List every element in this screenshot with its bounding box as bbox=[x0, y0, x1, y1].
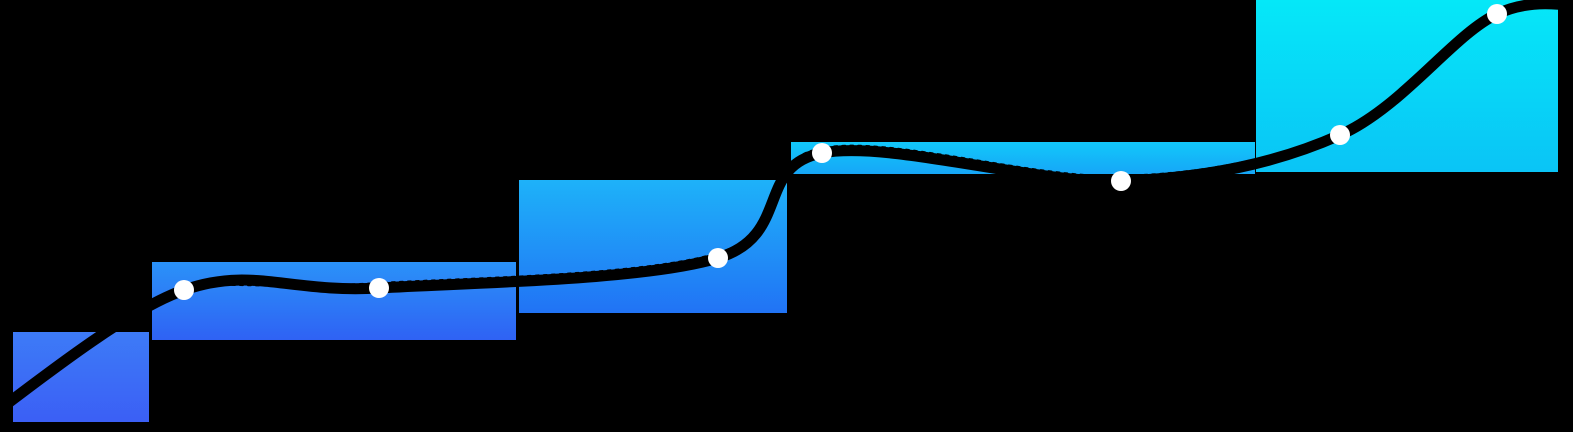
data-point-marker-4[interactable] bbox=[812, 143, 832, 163]
trend-curve-line bbox=[0, 0, 1573, 417]
data-point-markers bbox=[174, 4, 1507, 300]
data-point-marker-6[interactable] bbox=[1330, 125, 1350, 145]
data-point-marker-7[interactable] bbox=[1487, 4, 1507, 24]
data-point-marker-5[interactable] bbox=[1111, 171, 1131, 191]
bar-2[interactable] bbox=[152, 262, 516, 340]
bars-group bbox=[13, 0, 1558, 422]
data-point-marker-1[interactable] bbox=[174, 280, 194, 300]
data-point-marker-2[interactable] bbox=[369, 278, 389, 298]
data-point-marker-3[interactable] bbox=[708, 248, 728, 268]
trend-curve-path bbox=[0, 0, 1573, 417]
